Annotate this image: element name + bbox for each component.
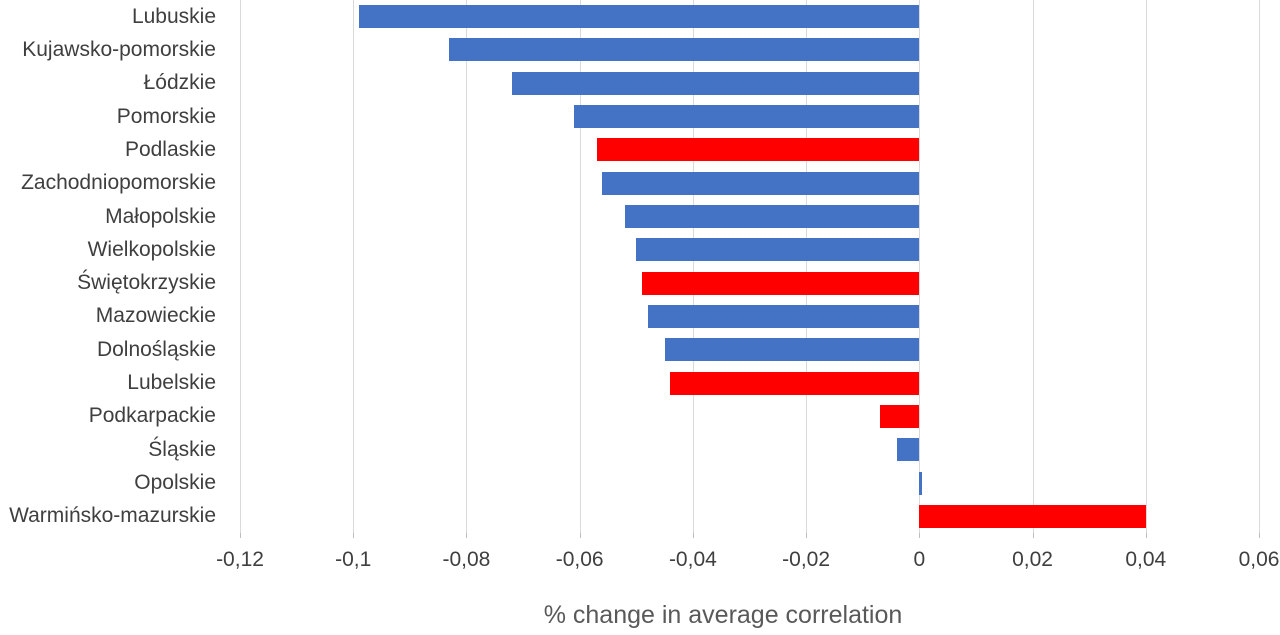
bar: [624, 205, 920, 229]
bar: [641, 271, 920, 295]
x-tick-label: -0,12: [216, 548, 264, 571]
axis-tick-mark: [353, 533, 355, 538]
category-label: Pomorskie: [116, 104, 216, 128]
category-label: Lubelskie: [127, 371, 216, 395]
axis-tick-mark: [240, 533, 241, 538]
category-label: Wielkopolskie: [87, 237, 216, 261]
x-tick-label: 0,04: [1125, 548, 1167, 571]
gridline: [806, 0, 808, 533]
gridline: [919, 0, 921, 533]
axis-tick-mark: [466, 533, 468, 538]
category-label: Świętokrzyskie: [77, 271, 216, 295]
bar: [664, 338, 920, 362]
category-label: Podkarpackie: [88, 404, 216, 428]
x-tick-label: 0,02: [1012, 548, 1053, 571]
gridline: [240, 0, 241, 533]
gridline: [692, 0, 694, 533]
bar: [879, 404, 920, 428]
category-label: Dolnośląskie: [96, 337, 216, 361]
gridline: [466, 0, 468, 533]
axis-tick-mark: [1032, 533, 1034, 538]
bar: [596, 138, 920, 162]
x-tick-label: -0,1: [335, 548, 372, 571]
axis-tick-mark: [806, 533, 808, 538]
bar: [919, 471, 923, 495]
x-tick-label: -0,08: [442, 548, 491, 571]
category-label: Zachodniopomorskie: [21, 171, 216, 195]
category-label: Śląskie: [148, 437, 216, 461]
bar: [574, 105, 920, 129]
bar: [358, 5, 920, 29]
gridline: [579, 0, 581, 533]
x-tick-label: -0,02: [782, 548, 831, 571]
category-label: Kujawsko-pomorskie: [22, 37, 216, 61]
category-label: Lubuskie: [131, 4, 216, 28]
category-label: Warmińsko-mazurskie: [9, 504, 216, 528]
gridline: [353, 0, 355, 533]
category-label: Łódzkie: [143, 71, 216, 95]
x-tick-label: -0,06: [555, 548, 604, 571]
axis-tick-mark: [1259, 533, 1260, 538]
category-label: Podlaskie: [124, 137, 216, 161]
bar: [636, 238, 920, 262]
bar: [919, 504, 1146, 528]
bar: [449, 38, 920, 62]
x-tick-label: -0,04: [668, 548, 717, 571]
axis-tick-mark: [579, 533, 581, 538]
x-tick-label: 0: [913, 548, 926, 571]
axis-tick-mark: [919, 533, 921, 538]
bar: [896, 438, 920, 462]
category-label: Mazowieckie: [95, 304, 216, 328]
gridline: [1145, 0, 1147, 533]
gridline: [1259, 0, 1260, 533]
bar: [511, 71, 920, 95]
category-label: Małopolskie: [105, 204, 216, 228]
x-axis-title: % change in average correlation: [543, 601, 903, 629]
gridline: [1032, 0, 1034, 533]
axis-tick-mark: [692, 533, 694, 538]
bar: [602, 171, 920, 195]
axis-tick-mark: [1145, 533, 1147, 538]
x-tick-label: 0,06: [1238, 548, 1280, 571]
category-label: Opolskie: [134, 471, 216, 495]
bar: [647, 304, 920, 328]
bar: [670, 371, 920, 395]
